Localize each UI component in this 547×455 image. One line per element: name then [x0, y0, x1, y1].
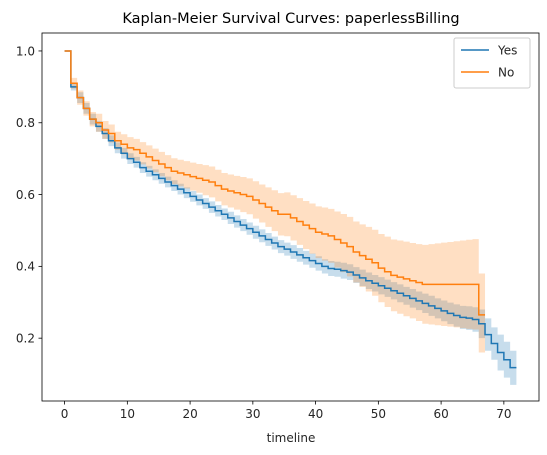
survival-curves: [64, 50, 517, 369]
confidence-bands: [64, 50, 517, 385]
legend-box: [453, 37, 531, 89]
survival-line-no: [64, 50, 486, 316]
y-tick-label: 0.4: [16, 260, 35, 274]
x-axis-label: timeline: [267, 431, 316, 445]
legend-label-yes: Yes: [497, 43, 517, 57]
x-tick-label: 60: [433, 407, 448, 421]
x-tick-label: 20: [182, 407, 197, 421]
y-tick-label: 0.8: [16, 116, 35, 130]
legend-label-no: No: [498, 65, 514, 79]
survival-line-yes: [64, 50, 517, 369]
x-axis: 0 10 20 30 40 50 60 70: [61, 401, 511, 421]
x-tick-label: 40: [308, 407, 323, 421]
x-tick-label: 0: [61, 407, 69, 421]
x-tick-label: 50: [371, 407, 386, 421]
ci-band-no: [64, 50, 486, 353]
x-tick-label: 70: [496, 407, 511, 421]
plot-frame: [41, 32, 540, 402]
y-tick-label: 0.6: [16, 188, 35, 202]
y-axis: 0.2 0.4 0.6 0.8 1.0: [16, 44, 42, 345]
chart-title: Kaplan-Meier Survival Curves: paperlessB…: [122, 11, 459, 27]
legend: Yes No: [453, 37, 531, 89]
y-tick-label: 0.2: [16, 331, 35, 345]
ci-band-yes: [64, 50, 517, 385]
y-tick-label: 1.0: [16, 44, 35, 58]
x-tick-label: 10: [120, 407, 135, 421]
x-tick-label: 30: [245, 407, 260, 421]
